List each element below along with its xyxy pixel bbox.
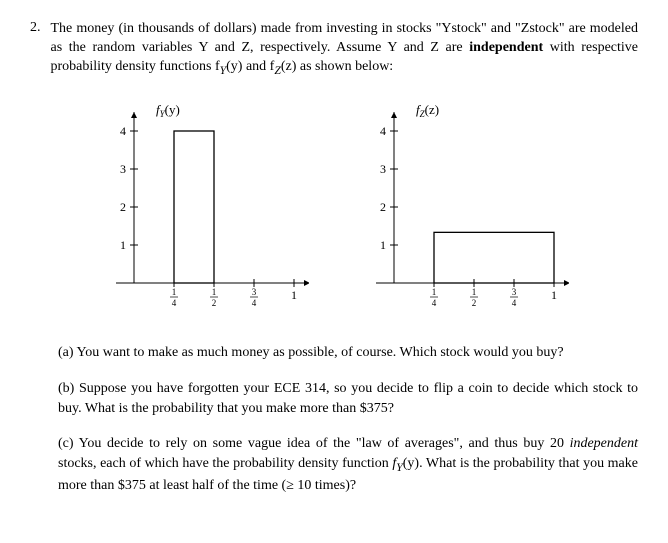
part-b: (b) Suppose you have forgotten your ECE … [58,379,638,418]
svg-text:4: 4 [120,124,126,138]
bold-word: independent [469,40,543,55]
svg-text:2: 2 [212,298,217,308]
chart-fy-svg: 12341412341fY(y)y [99,103,309,313]
svg-text:fY(y): fY(y) [156,103,180,119]
svg-text:3: 3 [380,162,386,176]
fn-arg: (y) [403,456,419,471]
chart-fz: 12341412341fZ(z)z [359,103,569,313]
part-label: (b) [58,381,74,396]
svg-text:2: 2 [472,298,477,308]
problem-statement: 2. The money (in thousands of dollars) m… [30,20,638,78]
svg-text:4: 4 [380,124,386,138]
svg-text:fZ(z): fZ(z) [416,103,439,119]
part-text: Suppose you have forgotten your ECE 314,… [58,381,638,416]
part-text: You decide to rely on some vague idea of… [79,436,570,451]
svg-text:2: 2 [380,200,386,214]
chart-fz-svg: 12341412341fZ(z)z [359,103,569,313]
svg-text:4: 4 [432,298,437,308]
svg-text:1: 1 [212,287,217,297]
svg-text:4: 4 [252,298,257,308]
problem-text: The money (in thousands of dollars) made… [51,20,639,78]
svg-text:1: 1 [472,287,477,297]
part-c: (c) You decide to rely on some vague ide… [58,434,638,495]
svg-text:1: 1 [432,287,437,297]
svg-text:4: 4 [172,298,177,308]
part-text: stocks, each of which have the probabili… [58,456,392,471]
svg-text:1: 1 [551,288,557,302]
svg-text:2: 2 [120,200,126,214]
part-label: (c) [58,436,74,451]
part-a: (a) You want to make as much money as po… [58,343,638,363]
svg-text:3: 3 [252,287,257,297]
svg-text:1: 1 [291,288,297,302]
svg-text:1: 1 [120,238,126,252]
part-label: (a) [58,345,74,360]
problem-number: 2. [30,20,41,78]
italic-word: independent [570,436,638,451]
text-segment: (z) as shown below: [281,59,393,74]
part-text: You want to make as much money as possib… [77,345,564,360]
svg-text:4: 4 [512,298,517,308]
svg-text:3: 3 [120,162,126,176]
svg-text:1: 1 [380,238,386,252]
charts-row: 12341412341fY(y)y 12341412341fZ(z)z [30,103,638,313]
text-segment: (y) and f [226,59,274,74]
chart-fy: 12341412341fY(y)y [99,103,309,313]
svg-text:1: 1 [172,287,177,297]
svg-text:3: 3 [512,287,517,297]
